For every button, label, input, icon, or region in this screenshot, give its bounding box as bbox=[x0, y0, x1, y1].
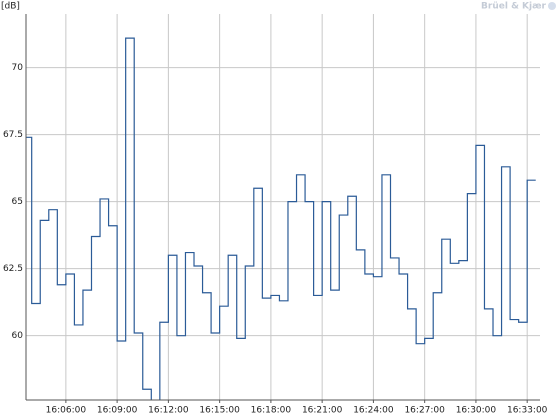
grid bbox=[26, 14, 540, 400]
y-axis-label: [dB] bbox=[1, 2, 20, 12]
x-tick-label: 16:30:00 bbox=[456, 406, 497, 416]
step-line bbox=[26, 37, 536, 400]
y-tick-label: 62.5 bbox=[3, 264, 23, 274]
x-tick-label: 16:18:00 bbox=[251, 406, 292, 416]
x-tick-label: 16:27:00 bbox=[404, 406, 445, 416]
y-tick-label: 65 bbox=[12, 197, 23, 207]
x-tick-label: 16:12:00 bbox=[148, 406, 189, 416]
y-tick-label: 60 bbox=[12, 331, 24, 341]
x-tick-label: 16:33:00 bbox=[507, 406, 548, 416]
x-tick-label: 16:21:00 bbox=[302, 406, 343, 416]
y-tick-label: 67.5 bbox=[3, 130, 23, 140]
x-tick-label: 16:15:00 bbox=[199, 406, 240, 416]
x-tick-label: 16:06:00 bbox=[46, 406, 87, 416]
plot bbox=[26, 37, 536, 400]
x-tick-label: 16:24:00 bbox=[353, 406, 394, 416]
x-tick-label: 16:09:00 bbox=[97, 406, 138, 416]
brand-icon bbox=[548, 2, 556, 10]
brand-logo: Brüel & Kjær bbox=[481, 2, 546, 12]
y-tick-label: 70 bbox=[12, 63, 24, 73]
